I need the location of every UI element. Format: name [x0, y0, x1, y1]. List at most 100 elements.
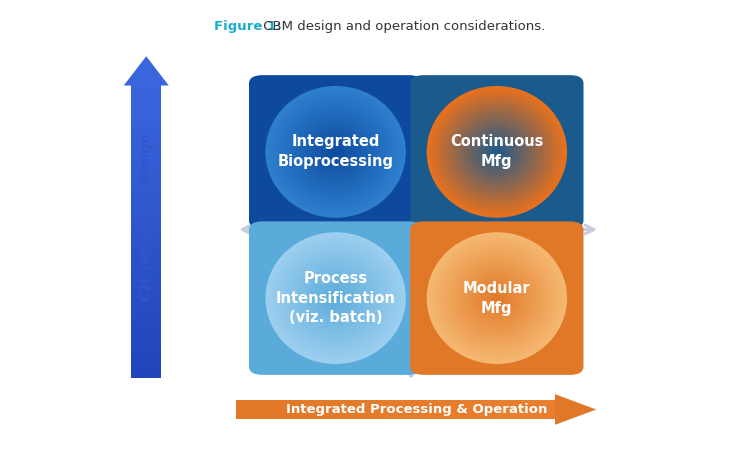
Ellipse shape	[429, 88, 565, 216]
Ellipse shape	[326, 289, 345, 307]
Ellipse shape	[473, 276, 520, 320]
Ellipse shape	[488, 289, 506, 307]
Bar	[131, 239, 161, 247]
Ellipse shape	[308, 272, 364, 324]
FancyBboxPatch shape	[249, 221, 422, 375]
Ellipse shape	[452, 110, 542, 194]
Ellipse shape	[305, 270, 366, 327]
Bar	[131, 159, 161, 166]
Bar	[396, 400, 404, 419]
Bar	[332, 400, 340, 419]
Ellipse shape	[282, 101, 389, 202]
Bar	[547, 400, 555, 419]
Ellipse shape	[438, 97, 555, 207]
Ellipse shape	[433, 239, 560, 357]
Bar	[131, 210, 161, 217]
Ellipse shape	[266, 86, 406, 218]
Bar	[284, 400, 292, 419]
Ellipse shape	[303, 121, 368, 183]
Polygon shape	[124, 56, 169, 86]
Ellipse shape	[464, 121, 530, 183]
Bar	[436, 400, 443, 419]
Ellipse shape	[441, 99, 553, 205]
Ellipse shape	[272, 93, 399, 211]
Ellipse shape	[286, 252, 385, 344]
Ellipse shape	[293, 112, 378, 191]
Ellipse shape	[429, 234, 565, 362]
Bar	[476, 400, 483, 419]
Ellipse shape	[471, 128, 523, 176]
Bar	[531, 400, 539, 419]
Ellipse shape	[485, 287, 508, 309]
Ellipse shape	[272, 239, 399, 357]
Bar	[131, 100, 161, 108]
Ellipse shape	[441, 245, 553, 351]
Ellipse shape	[492, 148, 502, 156]
Ellipse shape	[466, 123, 527, 180]
Bar	[404, 400, 412, 419]
Ellipse shape	[282, 248, 389, 349]
Ellipse shape	[450, 108, 544, 196]
Bar	[131, 151, 161, 159]
Bar	[276, 400, 284, 419]
Bar	[308, 400, 316, 419]
Bar	[131, 283, 161, 290]
Bar	[131, 122, 161, 130]
Ellipse shape	[320, 283, 352, 314]
Bar	[419, 400, 428, 419]
Bar	[131, 371, 161, 378]
Ellipse shape	[460, 263, 534, 333]
Bar	[131, 180, 161, 188]
Ellipse shape	[331, 148, 340, 156]
Ellipse shape	[291, 110, 380, 194]
Ellipse shape	[289, 254, 382, 342]
Bar	[443, 400, 452, 419]
Bar	[131, 144, 161, 151]
Text: Continuous
Mfg: Continuous Mfg	[450, 135, 544, 169]
Bar	[131, 115, 161, 122]
Ellipse shape	[293, 259, 378, 338]
Ellipse shape	[286, 106, 385, 198]
Bar	[131, 195, 161, 203]
Ellipse shape	[328, 145, 343, 158]
Bar	[131, 130, 161, 137]
Bar	[348, 400, 355, 419]
Ellipse shape	[314, 279, 357, 318]
Ellipse shape	[478, 280, 515, 316]
Ellipse shape	[469, 272, 525, 324]
Ellipse shape	[466, 270, 527, 327]
Bar	[268, 400, 276, 419]
Bar	[131, 342, 161, 349]
Bar	[452, 400, 459, 419]
Ellipse shape	[270, 90, 401, 213]
Bar	[524, 400, 531, 419]
Ellipse shape	[312, 130, 359, 174]
Polygon shape	[555, 394, 596, 425]
Text: Integrated
Bioprocessing: Integrated Bioprocessing	[278, 135, 394, 169]
Ellipse shape	[478, 134, 515, 170]
Ellipse shape	[443, 101, 550, 202]
Bar	[131, 225, 161, 232]
Text: Figure 1:: Figure 1:	[214, 20, 281, 33]
Ellipse shape	[483, 285, 511, 311]
Ellipse shape	[490, 145, 504, 158]
Ellipse shape	[473, 130, 520, 174]
Bar	[131, 202, 161, 210]
Ellipse shape	[448, 252, 546, 344]
Bar	[131, 232, 161, 239]
Bar	[131, 173, 161, 180]
Bar	[340, 400, 348, 419]
FancyBboxPatch shape	[249, 75, 422, 229]
Ellipse shape	[448, 106, 546, 198]
Bar	[236, 400, 244, 419]
Bar	[244, 400, 252, 419]
Ellipse shape	[446, 104, 548, 200]
Ellipse shape	[492, 294, 502, 302]
Ellipse shape	[443, 248, 550, 349]
Bar	[539, 400, 547, 419]
Ellipse shape	[450, 254, 544, 342]
Ellipse shape	[278, 243, 394, 353]
Ellipse shape	[274, 95, 397, 209]
Bar	[252, 400, 260, 419]
Bar	[131, 275, 161, 283]
